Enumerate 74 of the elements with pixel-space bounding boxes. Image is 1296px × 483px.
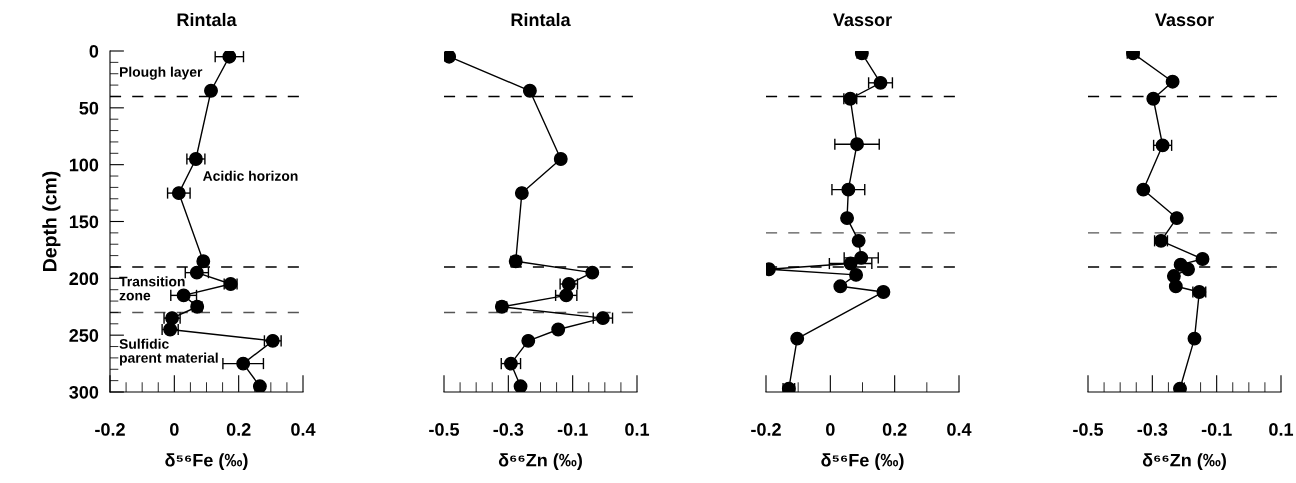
point: [1187, 331, 1202, 346]
point: [204, 83, 218, 98]
x-tick-label: 0: [826, 423, 835, 436]
point: [585, 265, 600, 280]
point: [189, 265, 204, 280]
annotation: Acidic horizon: [202, 170, 298, 181]
chart-title: Rintala: [511, 12, 571, 27]
point: [171, 186, 186, 201]
y-tick-label: 0: [89, 44, 99, 58]
point: [1181, 262, 1195, 277]
point: [444, 51, 457, 64]
x-axis-title: δ⁵⁶Fe (‰): [165, 453, 248, 471]
y-tick-label: 50: [79, 101, 99, 115]
x-tick-label: -0.5: [1073, 423, 1104, 436]
point: [849, 267, 864, 282]
y-tick-label: 100: [69, 158, 99, 172]
point: [833, 279, 848, 294]
x-axis-title: δ⁶⁶Zn (‰): [1142, 453, 1226, 471]
annotation: Sulfidic parent material: [119, 338, 218, 366]
point: [513, 379, 528, 392]
point: [851, 233, 866, 248]
point: [873, 75, 888, 90]
point: [559, 288, 574, 303]
point: [551, 322, 566, 337]
chart-title: Rintala: [177, 12, 237, 27]
point: [521, 333, 536, 348]
point: [196, 254, 211, 269]
y-tick-label: 300: [69, 385, 99, 399]
x-tick-label: -0.3: [1137, 423, 1168, 436]
annotation: Plough layer: [120, 66, 203, 80]
point: [553, 152, 568, 166]
point: [1165, 74, 1180, 89]
point: [176, 288, 191, 303]
chart-title: Vassor: [1155, 13, 1214, 27]
x-tick-label: 0.1: [625, 423, 650, 436]
point: [843, 256, 858, 271]
x-axis-title: δ⁶⁶Zn (‰): [498, 453, 582, 471]
x-tick-label: -0.5: [429, 423, 460, 436]
x-tick-label: -0.1: [557, 423, 588, 436]
point: [1195, 252, 1210, 266]
x-tick-label: 0.1: [1269, 423, 1294, 436]
point: [850, 137, 864, 152]
point: [876, 285, 891, 299]
point: [854, 250, 869, 265]
point: [841, 182, 856, 197]
x-axis-title: δ⁵⁶Fe (‰): [821, 453, 904, 471]
point: [503, 356, 518, 371]
chart-title: Vassor: [833, 13, 892, 27]
point: [781, 381, 796, 392]
x-tick-label: 0.2: [882, 423, 907, 436]
x-tick-label: 0.2: [226, 423, 251, 436]
x-tick-label: 0.4: [291, 423, 316, 436]
x-tick-label: -0.2: [751, 423, 781, 436]
point: [1168, 279, 1183, 294]
point: [252, 379, 267, 392]
y-tick-label: 200: [69, 272, 99, 286]
y-axis-title: Depth (cm): [42, 171, 61, 271]
point: [840, 211, 855, 226]
point: [1169, 211, 1184, 226]
x-tick-label: -0.3: [493, 423, 524, 436]
point: [1136, 182, 1151, 197]
point: [1146, 91, 1161, 106]
annotation: Transition zone: [119, 276, 185, 301]
point: [595, 311, 610, 326]
point: [522, 83, 537, 98]
x-tick-label: -0.1: [1201, 423, 1232, 436]
x-tick-label: -0.2: [95, 423, 125, 436]
x-tick-label: 0: [170, 423, 179, 436]
point: [790, 331, 805, 346]
point: [236, 356, 251, 371]
y-tick-label: 250: [69, 329, 99, 342]
point: [222, 51, 237, 64]
x-tick-label: 0.4: [947, 423, 972, 436]
y-tick-label: 150: [69, 215, 99, 229]
